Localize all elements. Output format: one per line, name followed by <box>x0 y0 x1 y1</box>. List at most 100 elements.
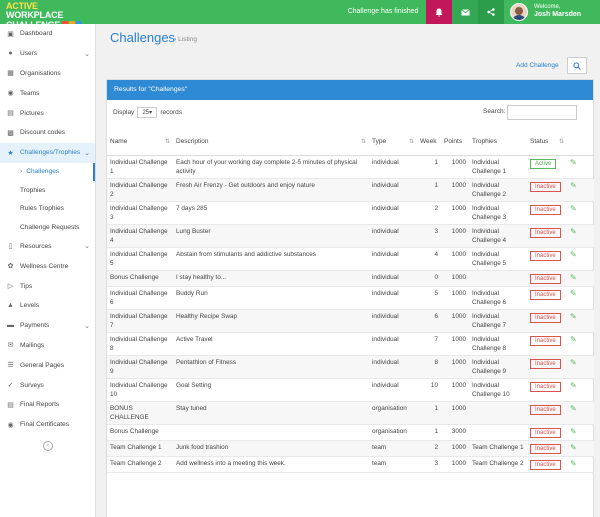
pencil-icon[interactable]: ✎ <box>570 442 577 452</box>
cell-points: 1000 <box>441 309 469 333</box>
status-badge[interactable]: Inactive <box>530 459 561 470</box>
pencil-icon[interactable]: ✎ <box>570 357 577 367</box>
pencil-icon[interactable]: ✎ <box>570 380 577 390</box>
table-row[interactable]: BONUS CHALLENGE Stay tuned organisation 1 10… <box>107 401 594 425</box>
table-row[interactable]: Individual Challenge 6 Buddy Run individua… <box>107 286 594 310</box>
user-menu[interactable]: Welcome, Josh Marsden <box>504 0 600 24</box>
cell-type: individual <box>369 355 417 379</box>
sidebar-item-teams[interactable]: ◉ Teams <box>7 89 40 98</box>
sidebar-item-challenges-trophies[interactable]: ★ Challenges/Trophies ⌄ <box>0 142 95 163</box>
sidebar-subitem-rules-trophies[interactable]: Rules Trophies <box>0 199 95 219</box>
levels-icon: ▲ <box>7 302 14 310</box>
table-row[interactable]: Bonus Challenge organisation 1 3000 Inactive… <box>107 424 594 441</box>
sidebar-item-mailings[interactable]: ✉ Mailings <box>7 341 45 350</box>
search-input[interactable] <box>507 105 577 120</box>
sidebar-item-final-certificates[interactable]: ◉ Final Certificates <box>7 421 70 429</box>
cell-points: 3000 <box>441 424 469 441</box>
sidebar-item-resources[interactable]: ▯ Resources ⌄ <box>0 237 95 257</box>
status-badge[interactable]: Inactive <box>530 381 561 392</box>
sidebar-collapse-button[interactable]: ‹ <box>43 441 53 451</box>
pencil-icon[interactable]: ✎ <box>570 226 577 236</box>
table-row[interactable]: Individual Challenge 7 Healthy Recipe Swa… <box>107 309 594 333</box>
status-badge[interactable]: Inactive <box>530 335 561 346</box>
sidebar-item-pictures[interactable]: ▤ Pictures <box>7 109 44 118</box>
cell-trophies: Individual Challenge 4 <box>469 224 527 248</box>
column-header-trophies[interactable]: Trophies <box>469 129 527 156</box>
status-badge[interactable]: Active <box>530 158 557 169</box>
pencil-icon[interactable]: ✎ <box>570 203 577 213</box>
table-row[interactable]: Individual Challenge 1 Each hour of your … <box>107 155 594 179</box>
column-header-type[interactable]: Type ⇅ <box>369 129 417 156</box>
challenges-table: Name ⇅ Description ⇅ Type ⇅ Week Points Tro… <box>107 129 594 473</box>
sidebar-subitem-challenge-requests[interactable]: Challenge Requests <box>0 218 95 237</box>
pencil-icon[interactable]: ✎ <box>570 180 577 190</box>
pencil-icon[interactable]: ✎ <box>570 426 577 436</box>
pencil-icon[interactable]: ✎ <box>570 458 577 468</box>
brand-logo[interactable]: ACTIVE WORKPLACE CHALLENGE <box>0 0 96 30</box>
table-row[interactable]: Team Challenge 1 Junk food trashion team 2 1… <box>107 440 594 457</box>
sidebar-item-general-pages[interactable]: ☰ General Pages <box>7 361 64 370</box>
sidebar-item-users[interactable]: ● Users ⌄ <box>0 44 95 64</box>
status-badge[interactable]: Inactive <box>530 227 561 238</box>
pencil-icon[interactable]: ✎ <box>570 249 577 259</box>
status-badge[interactable]: Inactive <box>530 404 561 415</box>
share-icon <box>487 8 495 16</box>
column-header-status[interactable]: Status ⇅ <box>527 129 567 156</box>
pencil-icon[interactable]: ✎ <box>570 334 577 344</box>
column-header-name[interactable]: Name ⇅ <box>107 129 173 156</box>
add-challenge-link[interactable]: Add Challenge <box>516 62 559 69</box>
sidebar-item-surveys[interactable]: ✓ Surveys <box>7 381 44 390</box>
pencil-icon[interactable]: ✎ <box>570 403 577 413</box>
cell-points: 1000 <box>441 247 469 271</box>
status-badge[interactable]: Inactive <box>530 358 561 369</box>
brand-line1: WORKPLACE <box>6 10 64 20</box>
status-badge[interactable]: Inactive <box>530 312 561 323</box>
pencil-icon[interactable]: ✎ <box>570 272 577 282</box>
cell-type: individual <box>369 155 417 179</box>
table-row[interactable]: Individual Challenge 2 Fresh Air Frenzy -… <box>107 178 594 202</box>
status-badge[interactable]: Inactive <box>530 273 561 284</box>
pencil-icon[interactable]: ✎ <box>570 288 577 298</box>
table-row[interactable]: Individual Challenge 8 Active Travel indiv… <box>107 332 594 356</box>
column-header-description[interactable]: Description ⇅ <box>173 129 369 156</box>
sidebar-item-levels[interactable]: ▲ Levels <box>7 302 40 310</box>
pencil-icon[interactable]: ✎ <box>570 311 577 321</box>
cell-trophies: Individual Challenge 7 <box>469 309 527 333</box>
notifications-button[interactable] <box>426 0 452 24</box>
status-badge[interactable]: Inactive <box>530 289 561 300</box>
pencil-icon[interactable]: ✎ <box>570 157 577 167</box>
cell-trophies: Individual Challenge 6 <box>469 286 527 310</box>
sidebar-subitem-trophies[interactable]: Trophies <box>0 181 95 200</box>
page-length-select[interactable]: 25 ▾ <box>137 107 158 118</box>
table-row[interactable]: Individual Challenge 5 Abstain from stimu… <box>107 247 594 271</box>
sidebar-subitem-challenges[interactable]: › Challenges <box>0 162 95 182</box>
column-header-points[interactable]: Points <box>441 129 469 156</box>
search-toggle-button[interactable] <box>567 57 587 74</box>
status-badge[interactable]: Inactive <box>530 181 561 192</box>
messages-button[interactable] <box>452 0 478 24</box>
status-badge[interactable]: Inactive <box>530 204 561 215</box>
status-badge[interactable]: Inactive <box>530 250 561 261</box>
sidebar-item-payments[interactable]: ▬ Payments ⌄ <box>7 322 90 330</box>
sidebar-item-dashboard[interactable]: ▣ Dashboard <box>7 30 53 38</box>
payments-icon: ▬ <box>7 322 14 330</box>
cell-type: individual <box>369 201 417 225</box>
sidebar-item-final-reports[interactable]: ▤ Final Reports <box>7 401 60 409</box>
table-row[interactable]: Bonus Challenge I stay healthy to... indiv… <box>107 270 594 287</box>
table-row[interactable]: Individual Challenge 9 Pentathlon of Fitn… <box>107 355 594 379</box>
table-row[interactable]: Team Challenge 2 Add wellness into a meet… <box>107 456 594 473</box>
share-button[interactable] <box>478 0 504 24</box>
sidebar-item-organisations[interactable]: ▦ Organisations <box>7 69 61 78</box>
cell-week: 2 <box>417 201 441 225</box>
sidebar-item-wellness-centre[interactable]: ✿ Wellness Centre <box>7 262 69 271</box>
sidebar-item-discount-codes[interactable]: ▩ Discount codes <box>7 129 66 137</box>
table-row[interactable]: Individual Challenge 4 Lung Buster individ… <box>107 224 594 248</box>
table-row[interactable]: Individual Challenge 10 Goal Setting indiv… <box>107 378 594 402</box>
status-badge[interactable]: Inactive <box>530 427 561 438</box>
cell-trophies: Individual Challenge 10 <box>469 378 527 402</box>
sidebar-item-tips[interactable]: ▷ Tips <box>7 282 33 291</box>
status-badge[interactable]: Inactive <box>530 443 561 454</box>
cell-actions: ✎ <box>567 155 594 179</box>
column-header-week[interactable]: Week <box>417 129 441 156</box>
